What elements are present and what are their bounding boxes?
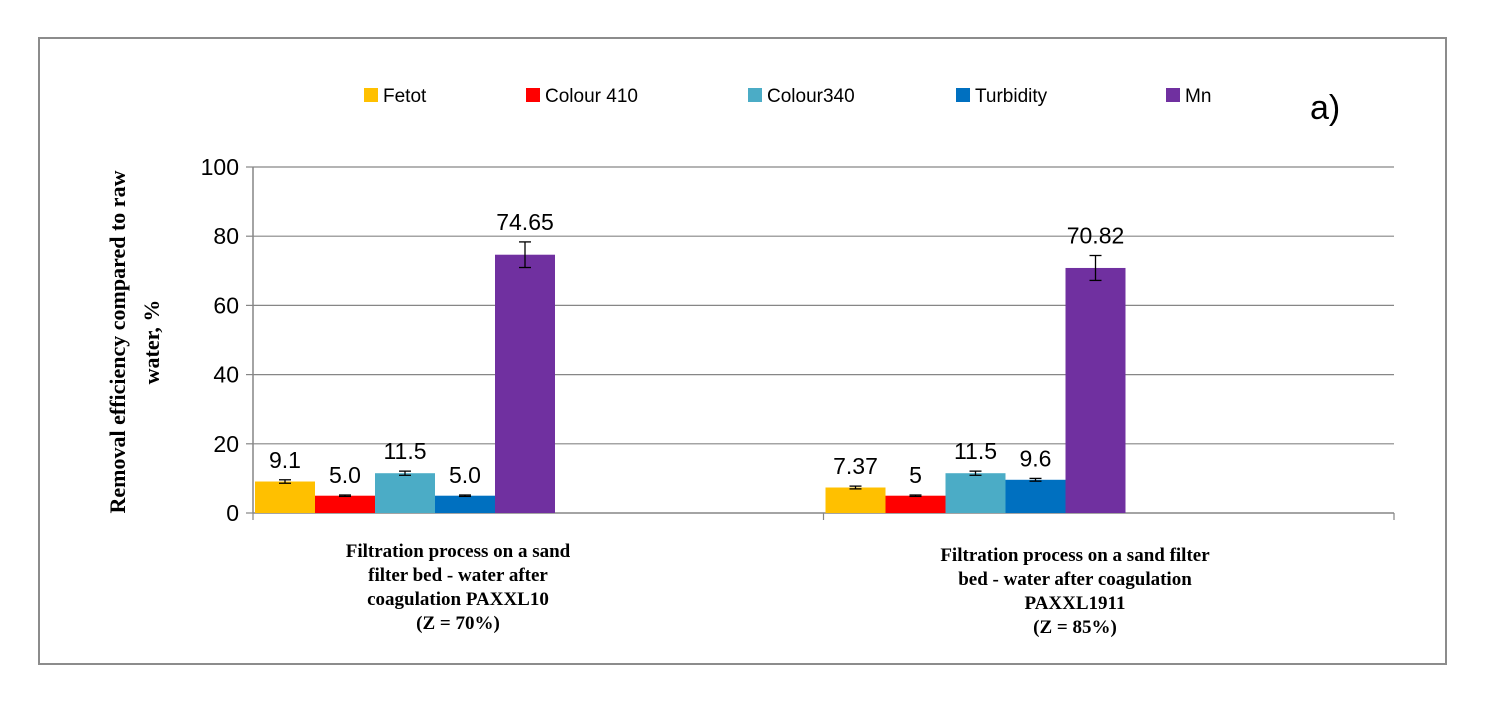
bar-mn	[1065, 267, 1126, 513]
x-category-label-line: coagulation PAXXL10	[367, 589, 549, 610]
x-category-label-line: Filtration process on a sand filter	[940, 545, 1210, 566]
y-tick-label: 40	[213, 362, 239, 388]
legend-label: Fetot	[383, 86, 427, 107]
data-labels: 9.1 7.37 5.0 5 11.5 11.5 5.0 9.6 74.65 70.82	[269, 209, 1124, 488]
legend-item-turbidity: Turbidity	[956, 86, 1048, 107]
bar-colour340	[945, 473, 1006, 513]
y-tick-labels: 0 20 40 60 80 100	[201, 154, 239, 526]
bars	[255, 254, 1126, 513]
legend-swatch	[956, 88, 970, 102]
legend-swatch	[364, 88, 378, 102]
legend-swatch	[1166, 88, 1180, 102]
bar-fetot	[255, 481, 315, 513]
x-category-label-line: Filtration process on a sand	[346, 541, 571, 562]
legend-swatch	[748, 88, 762, 102]
legend-label: Turbidity	[975, 86, 1048, 107]
data-label: 74.65	[496, 209, 554, 235]
bar-colour-410	[315, 495, 375, 513]
y-tick-label: 60	[213, 292, 239, 318]
data-label: 5	[909, 462, 922, 488]
legend-item-mn: Mn	[1166, 86, 1211, 107]
legend: Fetot Colour 410 Colour340 Turbidity Mn	[364, 86, 1211, 107]
legend-item-colour-410: Colour 410	[526, 86, 638, 107]
data-label: 7.37	[833, 453, 878, 479]
x-category-label-line: bed - water after coagulation	[958, 569, 1192, 590]
y-tick-label: 80	[213, 223, 239, 249]
gridlines	[246, 166, 1395, 520]
data-label: 9.1	[269, 447, 301, 473]
y-tick-label: 100	[201, 154, 239, 180]
x-category-label-line: (Z = 85%)	[1033, 617, 1117, 638]
data-label: 5.0	[449, 462, 481, 488]
y-axis-label-line-2: water, %	[139, 300, 164, 385]
legend-label: Mn	[1185, 86, 1211, 107]
x-category-labels: Filtration process on a sand filter bed -…	[346, 541, 1210, 638]
data-label: 9.6	[1020, 445, 1052, 471]
y-tick-label: 20	[213, 431, 239, 457]
x-category-label-line: filter bed - water after	[368, 565, 548, 586]
bar-colour-410	[885, 495, 946, 513]
legend-label: Colour340	[767, 86, 855, 107]
data-label: 11.5	[383, 438, 426, 464]
legend-label: Colour 410	[545, 86, 638, 107]
data-label: 5.0	[329, 462, 361, 488]
data-label: 70.82	[1067, 223, 1125, 249]
bar-mn	[495, 254, 555, 513]
y-axis-label-line-1: Removal efficiency compared to raw	[105, 170, 130, 513]
x-category-label-line: PAXXL1911	[1025, 593, 1126, 614]
data-label: 11.5	[954, 438, 997, 464]
bar-turbidity	[435, 495, 495, 513]
legend-item-colour340: Colour340	[748, 86, 855, 107]
bar-colour340	[375, 473, 435, 513]
legend-swatch	[526, 88, 540, 102]
panel-label: a)	[1310, 89, 1340, 127]
error-bars	[279, 241, 1102, 498]
bar-turbidity	[1005, 479, 1066, 513]
chart-frame	[38, 37, 1447, 665]
y-tick-label: 0	[226, 500, 239, 526]
bar-fetot	[825, 487, 886, 513]
x-category-label-line: (Z = 70%)	[416, 613, 500, 634]
legend-item-fetot: Fetot	[364, 86, 427, 107]
